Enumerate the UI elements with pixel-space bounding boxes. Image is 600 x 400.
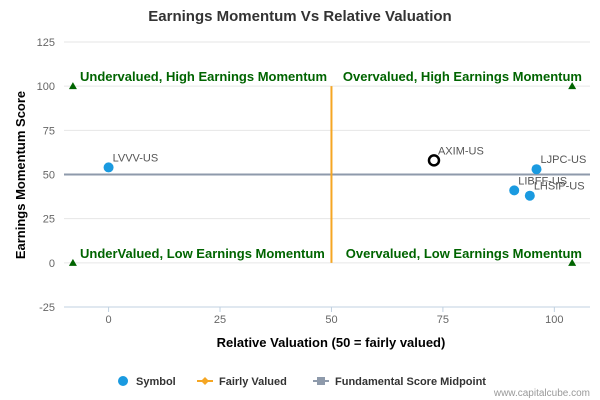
legend-midpoint-marker [317, 377, 325, 385]
x-tick-label: 100 [545, 314, 563, 326]
reference-lines [64, 86, 590, 263]
quadrant-marker [568, 82, 577, 90]
y-tick-label: 50 [43, 170, 55, 182]
quadrant-marker [68, 258, 77, 266]
legend-symbol-marker [118, 376, 128, 386]
y-axis-title: Earnings Momentum Score [13, 91, 28, 259]
legend-symbol-label[interactable]: Symbol [136, 376, 176, 388]
quadrant-label-bottom-right: Overvalued, Low Earnings Momentum [346, 246, 582, 261]
data-point [524, 190, 535, 201]
x-tick-label: 50 [325, 314, 337, 326]
tick-labels: -25 0 25 50 75 100 125 0 25 50 75 100 [37, 37, 564, 326]
y-tick-label: 100 [37, 81, 55, 93]
quadrant-labels: Undervalued, High Earnings Momentum Overv… [68, 69, 582, 266]
quadrant-marker [568, 258, 577, 266]
legend: Symbol Fairly Valued Fundamental Score M… [118, 376, 486, 388]
x-axis-title: Relative Valuation (50 = fairly valued) [217, 335, 446, 350]
y-tick-label: 0 [49, 258, 55, 270]
chart-title: Earnings Momentum Vs Relative Valuation [148, 8, 451, 25]
x-tick-label: 0 [106, 314, 112, 326]
y-tick-label: 125 [37, 37, 55, 49]
data-point-highlighted [427, 154, 441, 167]
y-tick-label: -25 [39, 302, 55, 314]
data-point [103, 162, 114, 173]
data-point-label: AXIM-US [438, 145, 484, 157]
data-point-label: LHSIP-US [534, 181, 585, 193]
x-tick-label: 75 [437, 314, 449, 326]
data-point-label: LJPC-US [541, 154, 587, 166]
x-tick-label: 25 [214, 314, 226, 326]
quadrant-label-bottom-left: UnderValued, Low Earnings Momentum [80, 246, 325, 261]
legend-midpoint-label[interactable]: Fundamental Score Midpoint [335, 376, 486, 388]
credit-text: www.capitalcube.com [493, 388, 590, 399]
data-point [509, 185, 520, 196]
legend-fairly-valued-label[interactable]: Fairly Valued [219, 376, 287, 388]
data-point-label: LIBFF-US [518, 175, 567, 187]
y-tick-label: 75 [43, 125, 55, 137]
quadrant-label-top-left: Undervalued, High Earnings Momentum [80, 69, 327, 84]
data-point [531, 164, 542, 175]
quadrant-marker [68, 82, 77, 90]
data-point-label: LVVV-US [113, 152, 159, 164]
legend-fairly-valued-marker [201, 377, 209, 385]
y-tick-label: 25 [43, 214, 55, 226]
quadrant-label-top-right: Overvalued, High Earnings Momentum [343, 69, 582, 84]
